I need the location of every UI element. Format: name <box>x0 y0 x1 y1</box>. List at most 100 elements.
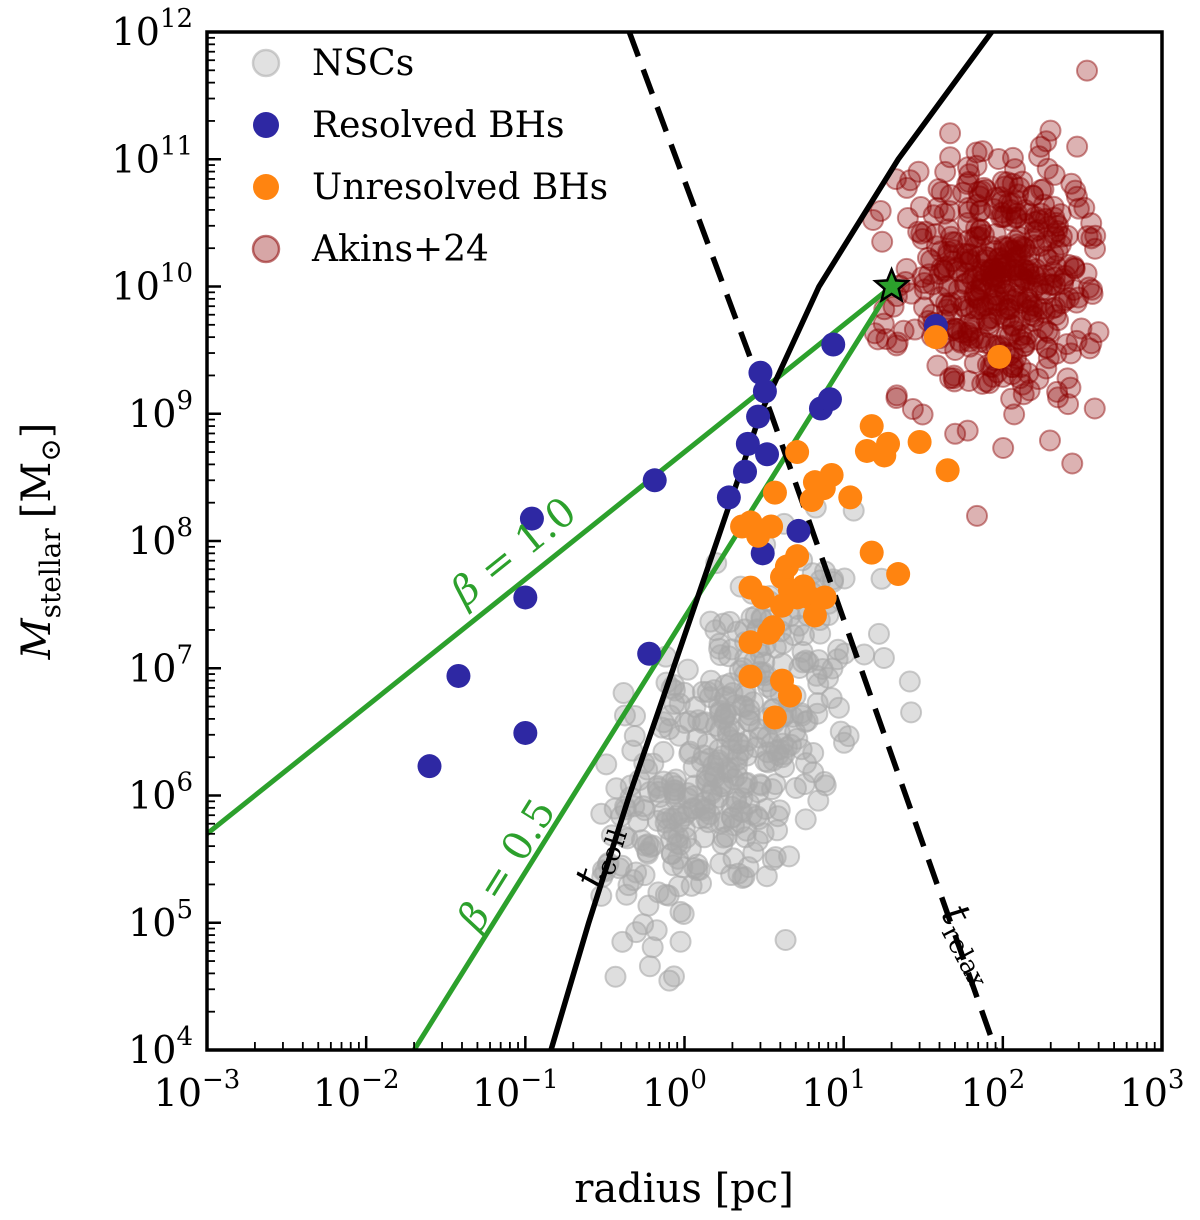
akins-point <box>958 313 981 336</box>
akins-point <box>927 178 950 201</box>
akins-point <box>965 225 988 248</box>
legend-label-akins-24: Akins+24 <box>311 229 489 270</box>
akins-point <box>914 220 937 243</box>
akins-point <box>1037 215 1060 238</box>
akins-point <box>924 222 947 245</box>
akins-point <box>935 298 958 321</box>
akins-point <box>1047 214 1070 237</box>
akins-point <box>1020 304 1043 327</box>
unresolved-bhs-point <box>812 585 837 610</box>
akins-point <box>941 250 964 273</box>
legend-label-unresolved-bhs: Unresolved BHs <box>312 167 608 208</box>
akins-point <box>1039 273 1062 296</box>
akins-point <box>1067 197 1090 220</box>
akins-point <box>963 352 986 375</box>
nsc-point <box>791 640 814 663</box>
akins-point <box>1022 263 1045 286</box>
akins-point <box>981 269 1004 292</box>
nsc-point <box>742 841 765 864</box>
akins-point <box>1009 309 1032 332</box>
akins-point <box>987 247 1010 270</box>
x-tick-label: 10−3 <box>154 1065 241 1115</box>
akins-point <box>1008 225 1031 248</box>
akins-point <box>1046 380 1069 403</box>
unresolved-bhs-point <box>750 585 775 610</box>
akins-point <box>1004 275 1027 298</box>
akins-point <box>1036 157 1059 180</box>
akins-point <box>937 240 960 263</box>
unresolved-bhs-point <box>762 480 787 505</box>
akins-point <box>1011 170 1034 193</box>
akins-point <box>1032 178 1055 201</box>
nsc-point <box>676 800 699 823</box>
unresolved-bhs-point <box>987 344 1012 369</box>
akins-point <box>984 223 1007 246</box>
nsc-point <box>745 805 768 828</box>
akins-point <box>937 218 960 241</box>
akins-point <box>869 199 892 222</box>
akins-point <box>1033 193 1056 216</box>
akins-point <box>1000 363 1023 386</box>
unresolved-bhs-point <box>819 463 844 488</box>
akins-point <box>1014 331 1037 354</box>
akins-point <box>950 321 973 344</box>
akins-point <box>935 275 958 298</box>
akins-point <box>1012 335 1035 358</box>
nsc-point <box>675 826 698 849</box>
akins-point <box>1012 258 1035 281</box>
akins-point <box>1029 135 1052 158</box>
akins-point <box>995 252 1018 275</box>
x-axis-label: radius [pc] <box>574 1166 794 1212</box>
akins-point <box>995 298 1018 321</box>
unresolved-bhs-point <box>770 593 795 618</box>
akins-point <box>972 223 995 246</box>
unresolved-bhs-point <box>777 683 802 708</box>
akins-point <box>968 331 991 354</box>
nsc-point <box>712 826 735 849</box>
akins-point <box>964 279 987 302</box>
akins-point <box>994 205 1017 228</box>
akins-point <box>957 324 980 347</box>
akins-point <box>957 369 980 392</box>
akins-point <box>1012 267 1035 290</box>
akins-point <box>1060 342 1083 365</box>
nsc-point <box>820 687 843 710</box>
akins-point <box>1080 212 1103 235</box>
akins-point <box>988 289 1011 312</box>
akins-point <box>895 257 918 280</box>
akins-point <box>1032 297 1055 320</box>
akins-point <box>975 246 998 269</box>
resolved-bhs-point <box>755 442 780 467</box>
akins-point <box>962 326 985 349</box>
akins-point <box>1005 202 1028 225</box>
akins-point <box>911 403 934 426</box>
akins-point <box>1018 288 1041 311</box>
nsc-point <box>630 829 653 852</box>
akins-point <box>969 219 992 242</box>
akins-point <box>1014 237 1037 260</box>
akins-point <box>992 235 1015 258</box>
akins-point <box>1027 274 1050 297</box>
akins-point <box>1001 172 1024 195</box>
akins-point <box>1084 224 1107 247</box>
nsc-point <box>712 612 735 635</box>
akins-point <box>1024 211 1047 234</box>
akins-point <box>901 398 924 421</box>
akins-point <box>959 249 982 272</box>
akins-point <box>990 260 1013 283</box>
akins-point <box>1023 234 1046 257</box>
akins-point <box>955 298 978 321</box>
nsc-point <box>686 859 709 882</box>
unresolved-bhs-point <box>876 431 901 456</box>
akins-point <box>896 207 919 230</box>
akins-point <box>1018 243 1041 266</box>
akins-point <box>1005 287 1028 310</box>
akins-point <box>963 310 986 333</box>
akins-point <box>988 257 1011 280</box>
akins-point <box>957 196 980 219</box>
akins-point <box>1063 256 1086 279</box>
nsc-point <box>900 701 923 724</box>
akins-point <box>983 263 1006 286</box>
akins-point <box>1024 265 1047 288</box>
akins-point <box>1056 224 1079 247</box>
